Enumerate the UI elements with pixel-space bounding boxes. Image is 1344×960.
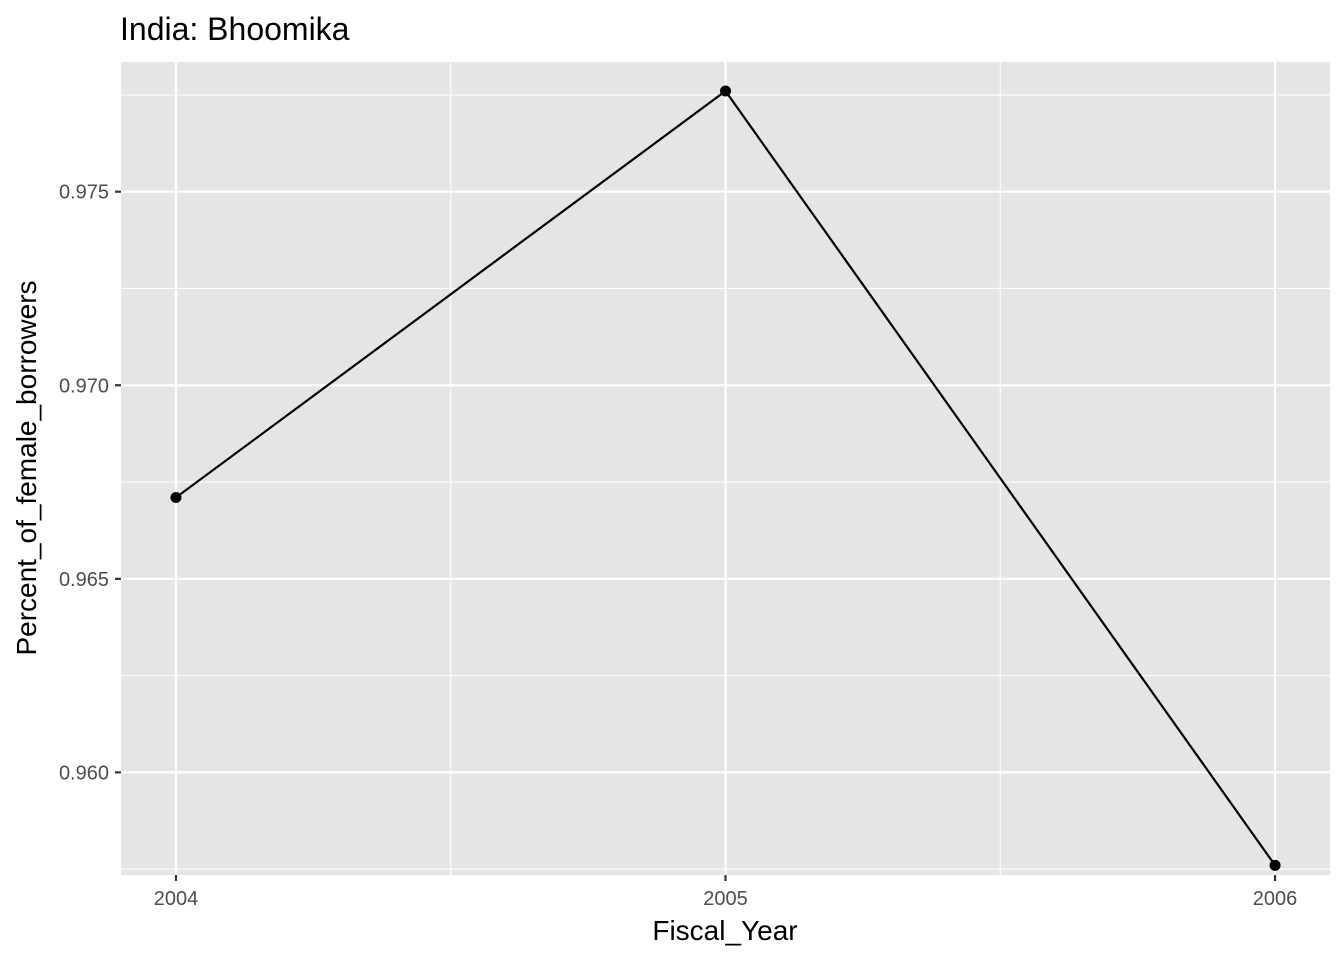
- y-tick-label: 0.970: [59, 375, 109, 397]
- series-layer: [170, 85, 1281, 871]
- data-point: [720, 85, 731, 97]
- major-gridlines: [121, 62, 1330, 875]
- y-tick-label: 0.965: [59, 569, 109, 591]
- x-axis-title: Fiscal_Year: [652, 915, 797, 946]
- y-tick-label: 0.975: [59, 182, 109, 204]
- x-tick-label: 2006: [1253, 888, 1298, 910]
- y-axis: 0.960 0.965 0.970 0.975: [59, 182, 121, 784]
- x-axis: 2004 2005 2006: [154, 875, 1298, 910]
- chart-title: India: Bhoomika: [120, 11, 350, 47]
- y-tick-label: 0.960: [59, 762, 109, 784]
- x-tick-label: 2004: [154, 888, 199, 910]
- data-point: [1269, 859, 1281, 871]
- data-point: [170, 492, 182, 504]
- x-tick-label: 2005: [703, 888, 748, 910]
- y-axis-title: Percent_of_female_borrowers: [11, 280, 42, 655]
